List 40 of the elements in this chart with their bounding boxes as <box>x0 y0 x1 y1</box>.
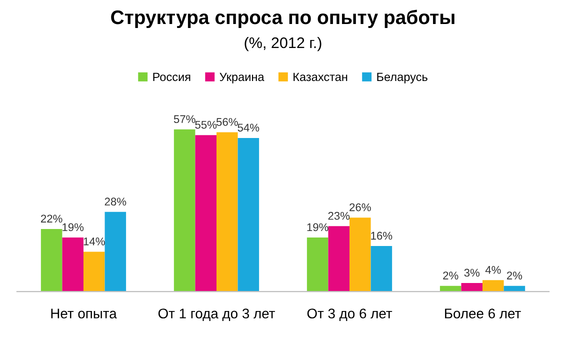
bar <box>350 218 371 292</box>
data-label: 54% <box>238 124 260 132</box>
bar <box>195 135 216 292</box>
bar <box>104 212 126 292</box>
data-label: 57% <box>174 115 196 124</box>
data-label: 55% <box>195 120 217 129</box>
data-label: 16% <box>371 232 392 240</box>
x-tick-label: Нет опыта <box>51 308 117 318</box>
data-label: 56% <box>216 118 238 126</box>
bar <box>40 228 62 292</box>
data-label: 2% <box>443 272 458 280</box>
bar <box>238 138 260 292</box>
x-tick-label: От 1 года до 3 лет <box>158 308 275 322</box>
data-label: 28% <box>104 198 126 206</box>
legend-label: Россия <box>153 72 190 82</box>
data-label: 2% <box>506 272 522 280</box>
data-label: 22% <box>41 214 62 223</box>
bar <box>216 132 238 292</box>
legend-label: Украина <box>220 72 264 84</box>
data-label: 19% <box>62 223 84 232</box>
legend-label: Казахстан <box>294 72 348 82</box>
data-label: 23% <box>328 212 350 220</box>
bar <box>62 238 84 292</box>
x-tick-label: Более 6 лет <box>445 308 521 318</box>
data-label: 4% <box>485 266 501 274</box>
chart-subtitle: (%, 2012 г.) <box>244 36 322 52</box>
bar <box>482 280 504 292</box>
bar <box>328 226 350 292</box>
data-label: 19% <box>307 223 328 232</box>
data-label: 3% <box>464 268 480 277</box>
data-label: 26% <box>350 203 371 212</box>
chart-title: Структура спроса по опыту работы <box>111 10 454 28</box>
bar <box>306 238 328 292</box>
bar <box>83 252 105 292</box>
bar <box>174 129 196 292</box>
bar <box>370 246 392 292</box>
data-label: 14% <box>84 238 105 246</box>
bar <box>461 283 483 292</box>
legend-label: Беларусь <box>377 72 428 84</box>
x-tick-label: От 3 до 6 лет <box>307 308 392 322</box>
